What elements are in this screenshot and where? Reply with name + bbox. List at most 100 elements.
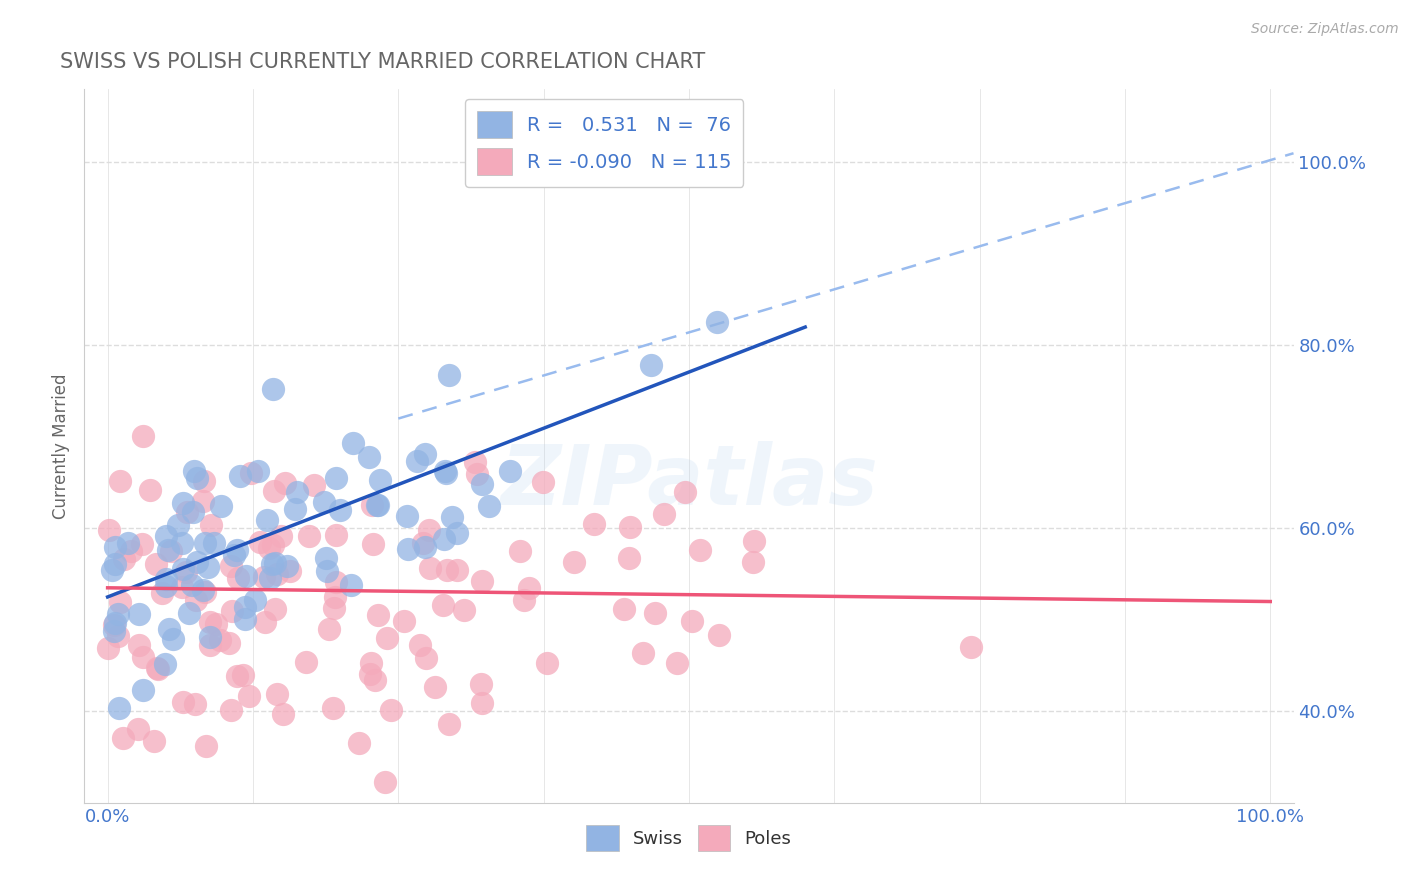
Point [153,657,176,671]
Point [295,655,318,669]
Point [219,559,242,574]
Point [434,466,457,480]
Point [271,707,294,722]
Point [302,477,325,491]
Point [160,544,183,558]
Point [437,716,460,731]
Point [329,502,352,516]
Point [689,542,711,557]
Point [224,549,246,563]
Point [200,517,222,532]
Point [146,662,169,676]
Point [266,567,288,582]
Point [184,593,207,607]
Point [707,627,730,641]
Point [325,574,347,589]
Point [226,543,249,558]
Point [419,561,441,575]
Point [262,538,284,552]
Legend: Swiss, Poles: Swiss, Poles [579,818,799,858]
Point [172,536,194,550]
Point [617,551,640,566]
Point [322,601,344,615]
Point [259,571,281,585]
Point [127,722,149,736]
Point [243,593,266,607]
Point [264,601,287,615]
Point [673,484,696,499]
Point [239,466,262,480]
Point [107,629,129,643]
Point [342,436,364,450]
Point [238,689,260,703]
Point [264,556,287,570]
Point [368,473,391,487]
Point [184,697,207,711]
Point [471,574,494,588]
Point [117,536,139,550]
Point [131,537,153,551]
Point [146,661,169,675]
Point [172,695,194,709]
Point [270,529,292,543]
Point [960,640,983,654]
Point [103,540,125,554]
Point [112,552,135,566]
Point [226,669,249,683]
Point [464,454,486,468]
Point [128,639,150,653]
Point [741,555,763,569]
Point [97,640,120,655]
Point [226,571,249,585]
Point [453,603,475,617]
Point [465,467,488,481]
Point [221,703,243,717]
Text: ZIPatlas: ZIPatlas [501,442,877,522]
Point [263,483,285,498]
Point [396,541,419,556]
Point [562,555,585,569]
Point [619,520,641,534]
Point [509,544,531,558]
Point [347,736,370,750]
Point [408,639,430,653]
Point [132,682,155,697]
Point [139,483,162,497]
Point [517,582,540,596]
Point [513,593,536,607]
Point [392,614,415,628]
Point [200,630,222,644]
Point [380,703,402,717]
Point [204,616,226,631]
Point [247,464,270,478]
Point [364,673,387,688]
Point [172,562,194,576]
Point [433,533,456,547]
Point [285,484,308,499]
Point [434,464,457,478]
Point [666,656,689,670]
Point [157,542,180,557]
Point [536,656,558,670]
Point [128,607,150,622]
Point [172,496,194,510]
Point [202,535,225,549]
Point [198,638,221,652]
Point [681,615,703,629]
Point [253,570,276,584]
Point [172,580,194,594]
Point [257,541,280,556]
Point [325,528,347,542]
Point [374,775,396,789]
Point [471,477,494,491]
Point [446,525,468,540]
Point [235,612,257,626]
Point [98,523,121,537]
Point [439,368,461,382]
Point [274,475,297,490]
Point [441,510,464,524]
Point [103,618,125,632]
Point [176,505,198,519]
Point [194,585,217,599]
Point [315,551,337,566]
